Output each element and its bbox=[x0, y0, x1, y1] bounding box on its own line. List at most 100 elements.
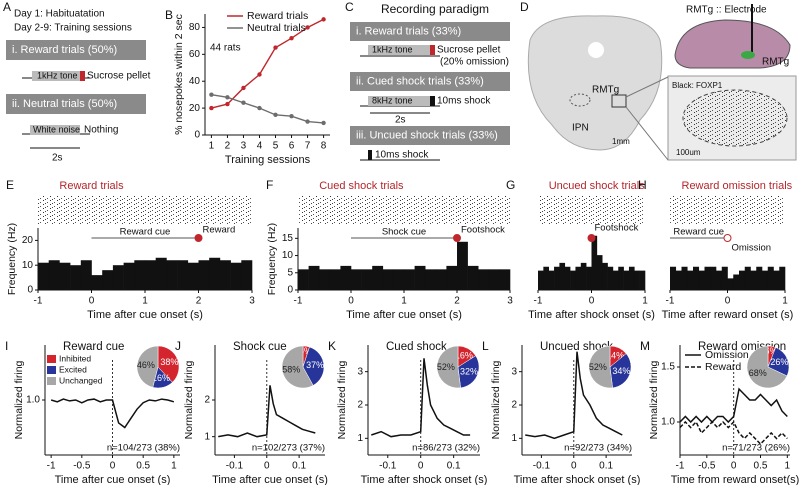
point bbox=[305, 119, 310, 124]
y-tick-label: 20 bbox=[22, 235, 34, 246]
pie-slice bbox=[457, 355, 480, 389]
series-line bbox=[211, 18, 324, 109]
bar bbox=[112, 265, 124, 290]
bar bbox=[230, 262, 242, 290]
y-axis-label: Normalized firing bbox=[183, 360, 195, 439]
connector bbox=[625, 76, 669, 98]
trial-label: i. Reward trials (50%) bbox=[12, 44, 117, 56]
y-tick-label: 2 bbox=[511, 400, 517, 411]
mouse-brain bbox=[674, 19, 791, 69]
bar bbox=[241, 260, 253, 290]
bar bbox=[554, 266, 560, 290]
legend-label: Omission bbox=[705, 349, 749, 361]
bar bbox=[38, 262, 49, 290]
cue-label: Reward cue bbox=[673, 227, 724, 238]
x-tick-label: -1 bbox=[534, 296, 543, 307]
bar bbox=[155, 257, 167, 290]
bar bbox=[591, 235, 598, 290]
y-tick-label: 0 bbox=[27, 285, 33, 296]
y-tick-label: 1.0 bbox=[661, 417, 675, 428]
x-tick-label: 0 bbox=[725, 296, 731, 307]
panel-letter: C bbox=[345, 0, 354, 14]
event-label: Footshock bbox=[595, 223, 639, 234]
legend-label: Neutral trials bbox=[247, 22, 306, 34]
point bbox=[241, 100, 246, 105]
y-tick-label: 0 bbox=[287, 285, 293, 296]
point bbox=[321, 120, 326, 126]
bar bbox=[687, 270, 694, 290]
pie-slice bbox=[436, 345, 461, 389]
cue-label: Reward cue bbox=[120, 227, 171, 238]
series-line bbox=[525, 351, 623, 440]
y-tick-label: 10 bbox=[22, 260, 34, 271]
bar bbox=[134, 260, 146, 290]
pie-label: 16% bbox=[152, 373, 170, 383]
panel-letter: A bbox=[3, 0, 11, 14]
legend-swatch bbox=[47, 377, 56, 385]
bar bbox=[80, 260, 92, 290]
point bbox=[305, 25, 310, 30]
x-tick-label: -1 bbox=[47, 461, 56, 472]
x-tick-label: -0.5 bbox=[73, 461, 91, 472]
pie-slice bbox=[281, 345, 314, 389]
pie-label: 5% bbox=[299, 346, 312, 356]
legend-swatch bbox=[47, 355, 56, 363]
region-outline bbox=[569, 93, 591, 107]
x-tick-label: 1 bbox=[785, 461, 791, 472]
panel-title: Cued shock bbox=[386, 341, 447, 353]
x-tick-label: 0 bbox=[571, 461, 577, 472]
pie-label: 52% bbox=[589, 362, 607, 372]
x-tick-label: 4 bbox=[257, 141, 263, 152]
x-axis-label: Time from reward onset(s) bbox=[671, 474, 800, 485]
panel-letter: H bbox=[638, 178, 647, 192]
x-axis-label: Time after shock onset (s) bbox=[528, 309, 655, 321]
y-tick-label: 40 bbox=[189, 76, 201, 87]
point bbox=[257, 72, 262, 77]
bar bbox=[762, 270, 769, 290]
y-axis-label: Normalized firing bbox=[490, 360, 502, 439]
bar bbox=[329, 269, 341, 290]
bar bbox=[596, 255, 603, 290]
x-tick-label: 3 bbox=[241, 141, 247, 152]
y-axis-label: Normalized firing bbox=[13, 360, 25, 439]
x-axis-label: Time after cue onset (s) bbox=[212, 474, 328, 485]
bar bbox=[548, 270, 555, 290]
panel-letter: B bbox=[165, 8, 173, 22]
legend-label: Excited bbox=[59, 364, 87, 374]
y-tick-label: 5 bbox=[287, 267, 293, 278]
annotation: 44 rats bbox=[210, 43, 241, 54]
pie-label: 32% bbox=[460, 367, 478, 377]
bar bbox=[670, 266, 677, 290]
x-axis-label: Time after reward onset (s) bbox=[662, 309, 794, 321]
bar bbox=[319, 269, 331, 290]
bar bbox=[48, 260, 60, 290]
bar bbox=[219, 260, 231, 290]
trial-label: i. Reward trials (33%) bbox=[356, 25, 461, 37]
trial-label: iii. Uncued shock trials (33%) bbox=[356, 129, 498, 141]
bar bbox=[675, 270, 682, 290]
point bbox=[289, 36, 294, 41]
bar bbox=[681, 266, 688, 290]
x-axis-label: Training sessions bbox=[225, 154, 311, 166]
bar bbox=[414, 265, 426, 290]
x-tick-label: 0 bbox=[589, 296, 595, 307]
point bbox=[273, 45, 278, 50]
pie-slice bbox=[302, 346, 325, 386]
bar bbox=[457, 241, 468, 290]
scale-label: 1mm bbox=[612, 137, 630, 146]
annotation: n=86/273 (32%) bbox=[412, 443, 480, 454]
bar bbox=[739, 270, 746, 290]
bar bbox=[634, 270, 640, 290]
panel-title: Shock cue bbox=[233, 341, 287, 353]
bar bbox=[198, 260, 210, 290]
x-tick-label: 3 bbox=[249, 296, 255, 307]
pie-slice bbox=[136, 345, 159, 388]
pie-slice bbox=[157, 345, 180, 383]
outcome-bar bbox=[80, 71, 85, 81]
outcome-label: Sucrose pellet bbox=[437, 45, 501, 56]
legend-swatch bbox=[47, 366, 56, 374]
bar bbox=[187, 262, 199, 290]
y-tick-label: 1 bbox=[511, 433, 517, 444]
x-tick-label: 1 bbox=[209, 141, 215, 152]
bar bbox=[308, 265, 320, 290]
